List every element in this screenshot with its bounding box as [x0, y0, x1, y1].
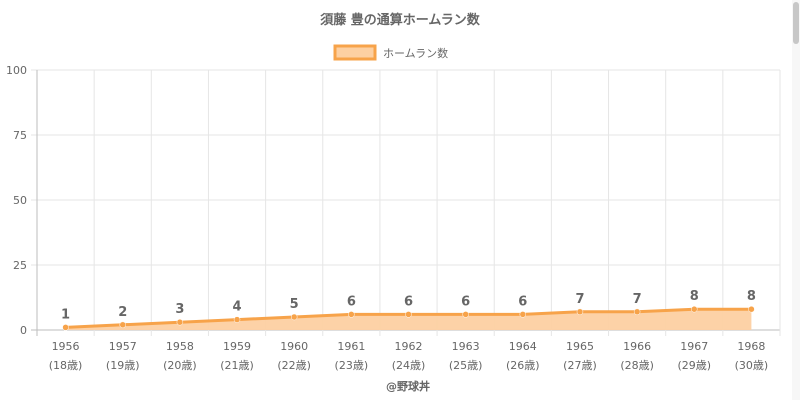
x-tick-label: 1958 — [166, 340, 194, 353]
data-label: 5 — [290, 297, 299, 312]
x-tick-age-label: (30歳) — [735, 359, 769, 372]
x-tick-age-label: (20歳) — [163, 359, 197, 372]
x-tick-age-label: (28歳) — [620, 359, 654, 372]
legend-label: ホームラン数 — [383, 47, 448, 60]
x-tick-label: 1959 — [223, 340, 251, 353]
x-tick-age-label: (18歳) — [49, 359, 83, 372]
data-label: 3 — [175, 302, 184, 317]
data-point[interactable] — [62, 324, 69, 331]
grid — [31, 69, 781, 336]
data-point[interactable] — [176, 318, 184, 326]
data-point[interactable] — [233, 316, 241, 323]
data-label: 6 — [518, 294, 527, 309]
data-labels: 1 2 3 4 5 6 6 6 6 7 7 8 8 — [61, 289, 756, 322]
x-tick-label: 1965 — [566, 340, 594, 353]
data-point[interactable] — [119, 321, 126, 329]
chart-title: 須藤 豊の通算ホームラン数 — [319, 12, 480, 28]
data-point[interactable] — [348, 311, 355, 318]
x-tick-label: 1956 — [52, 340, 80, 353]
x-tick-age-label: (25歳) — [449, 359, 483, 372]
scrollbar-thumb[interactable] — [793, 2, 799, 44]
x-tick-label: 1960 — [280, 340, 308, 353]
data-label: 6 — [347, 294, 356, 309]
x-tick-age-label: (22歳) — [277, 359, 311, 372]
data-point[interactable] — [462, 311, 469, 318]
y-tick-label: 25 — [13, 259, 27, 272]
data-label: 8 — [747, 289, 756, 304]
y-tick-label: 50 — [13, 194, 27, 207]
data-point[interactable] — [633, 308, 641, 316]
y-tick-label: 100 — [6, 64, 27, 77]
y-tick-label: 0 — [20, 324, 27, 337]
x-tick-age-label: (27歳) — [563, 359, 597, 372]
data-point[interactable] — [405, 311, 412, 318]
series — [62, 305, 755, 331]
x-tick-age-label: (21歳) — [220, 359, 254, 372]
data-label: 1 — [61, 307, 70, 322]
data-label: 6 — [404, 294, 413, 309]
x-tick-label: 1967 — [680, 340, 708, 353]
data-point[interactable] — [519, 311, 527, 318]
data-label: 4 — [233, 300, 242, 315]
legend[interactable]: ホームラン数 — [333, 44, 448, 61]
x-tick-label: 1963 — [452, 340, 480, 353]
x-tick-label: 1957 — [109, 340, 137, 353]
data-label: 7 — [575, 292, 584, 307]
x-tick-label: 1968 — [737, 340, 765, 353]
x-tick-age-label: (19歳) — [106, 359, 140, 372]
data-point[interactable] — [748, 305, 755, 313]
x-tick-age-label: (24歳) — [392, 359, 426, 372]
data-point[interactable] — [576, 308, 584, 316]
data-label: 8 — [690, 289, 699, 304]
x-tick-label: 1966 — [623, 340, 651, 353]
data-point[interactable] — [290, 313, 298, 321]
credit-text: @野球丼 — [386, 379, 430, 393]
data-label: 2 — [118, 305, 127, 320]
axes: 02550751001956(18歳)1957(19歳)1958(20歳)195… — [6, 64, 768, 372]
x-tick-label: 1964 — [509, 340, 537, 353]
data-label: 7 — [633, 292, 642, 307]
x-tick-age-label: (23歳) — [335, 359, 369, 372]
scrollbar[interactable] — [792, 0, 800, 400]
y-tick-label: 75 — [13, 129, 27, 142]
x-tick-label: 1962 — [395, 340, 423, 353]
x-tick-age-label: (29歳) — [677, 359, 711, 372]
x-tick-age-label: (26歳) — [506, 359, 540, 372]
data-label: 6 — [461, 294, 470, 309]
data-point[interactable] — [691, 305, 698, 313]
x-tick-label: 1961 — [337, 340, 365, 353]
legend-swatch — [333, 44, 377, 61]
